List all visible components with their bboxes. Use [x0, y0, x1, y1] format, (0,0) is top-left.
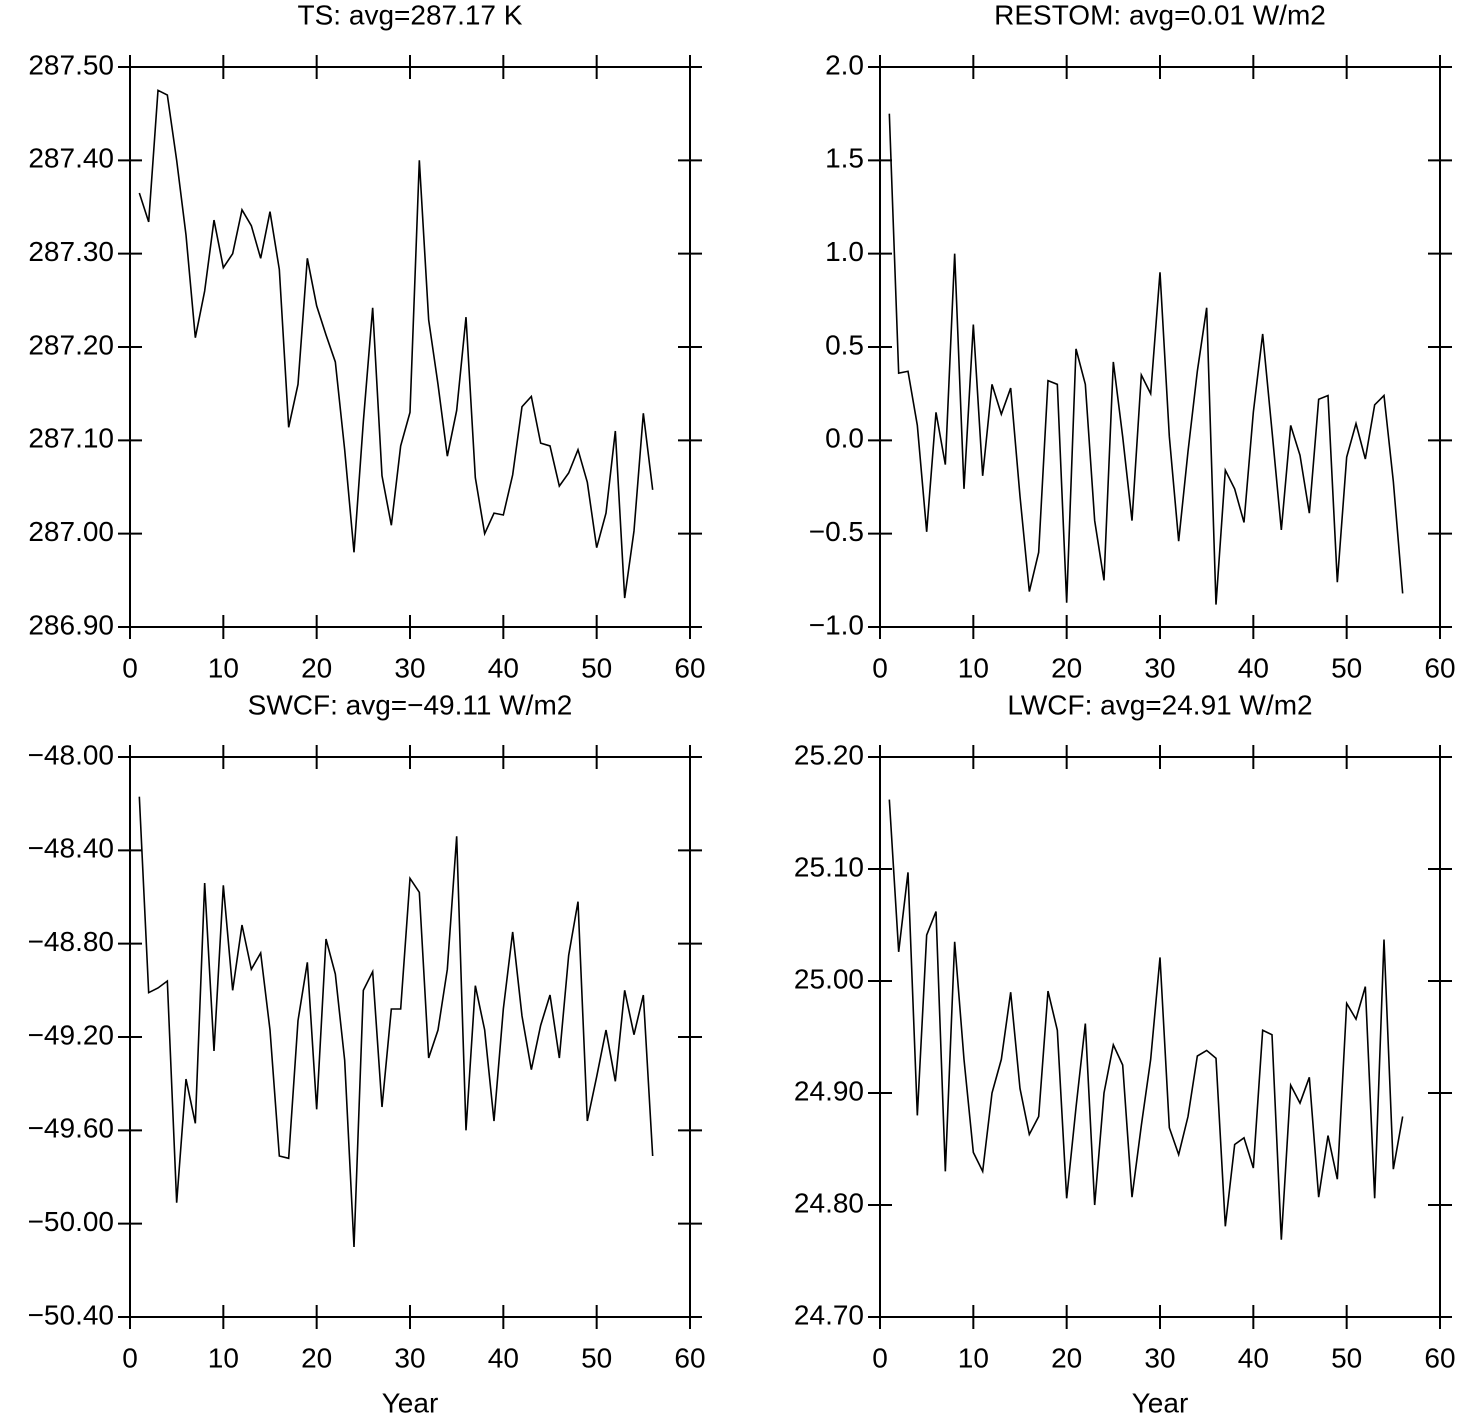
- y-tick-label: 287.20: [28, 329, 114, 360]
- panel-title: TS: avg=287.17 K: [298, 0, 523, 30]
- x-tick-label: 40: [1238, 652, 1269, 683]
- y-tick-label: 287.50: [28, 49, 114, 80]
- x-tick-label: 40: [488, 652, 519, 683]
- data-line: [888, 799, 1404, 1240]
- plot-frame: [879, 66, 1441, 628]
- y-tick-label: −49.20: [28, 1019, 114, 1050]
- x-tick-label: 10: [208, 652, 239, 683]
- y-tick-label: −0.5: [809, 516, 864, 547]
- y-tick-label: 0.5: [825, 329, 864, 360]
- x-tick-label: 10: [208, 1342, 239, 1373]
- panel-title: RESTOM: avg=0.01 W/m2: [994, 0, 1326, 30]
- x-tick-label: 40: [488, 1342, 519, 1373]
- x-tick-label: 0: [122, 1342, 138, 1373]
- y-tick-label: 1.0: [825, 236, 864, 267]
- y-tick-label: 25.10: [794, 851, 864, 882]
- panel-title: SWCF: avg=−49.11 W/m2: [248, 689, 573, 720]
- x-axis-label: Year: [1132, 1387, 1189, 1417]
- x-tick-label: 50: [1331, 652, 1362, 683]
- x-tick-label: 50: [1331, 1342, 1362, 1373]
- y-tick-label: 287.30: [28, 236, 114, 267]
- x-tick-label: 0: [872, 652, 888, 683]
- x-tick-label: 10: [958, 652, 989, 683]
- y-tick-label: −48.80: [28, 926, 114, 957]
- x-tick-label: 20: [301, 1342, 332, 1373]
- y-tick-label: −1.0: [809, 609, 864, 640]
- x-tick-label: 30: [1144, 1342, 1175, 1373]
- x-tick-label: 60: [674, 652, 705, 683]
- data-line: [138, 796, 654, 1248]
- y-tick-label: 287.10: [28, 423, 114, 454]
- x-tick-label: 60: [1424, 652, 1455, 683]
- y-tick-label: −48.40: [28, 833, 114, 864]
- x-tick-label: 0: [872, 1342, 888, 1373]
- x-tick-label: 20: [1051, 1342, 1082, 1373]
- x-tick-label: 60: [674, 1342, 705, 1373]
- y-tick-label: −50.40: [28, 1299, 114, 1330]
- x-tick-label: 50: [581, 1342, 612, 1373]
- plot-frame: [129, 756, 691, 1318]
- x-tick-label: 10: [958, 1342, 989, 1373]
- x-tick-label: 60: [1424, 1342, 1455, 1373]
- plot-frame: [879, 756, 1441, 1318]
- x-tick-label: 20: [301, 652, 332, 683]
- panel-title: LWCF: avg=24.91 W/m2: [1007, 689, 1312, 720]
- y-tick-label: 24.80: [794, 1187, 864, 1218]
- data-line: [888, 113, 1404, 605]
- y-tick-label: 287.40: [28, 143, 114, 174]
- y-tick-label: −49.60: [28, 1113, 114, 1144]
- x-tick-label: 0: [122, 652, 138, 683]
- x-tick-label: 30: [394, 652, 425, 683]
- x-tick-label: 20: [1051, 652, 1082, 683]
- y-tick-label: −50.00: [28, 1206, 114, 1237]
- y-tick-label: 0.0: [825, 423, 864, 454]
- y-tick-label: 287.00: [28, 516, 114, 547]
- x-tick-label: 30: [1144, 652, 1175, 683]
- x-axis-label: Year: [382, 1387, 439, 1417]
- x-tick-label: 50: [581, 652, 612, 683]
- x-tick-label: 40: [1238, 1342, 1269, 1373]
- y-tick-label: −48.00: [28, 739, 114, 770]
- y-tick-label: 24.70: [794, 1299, 864, 1330]
- plot-frame: [129, 66, 691, 628]
- y-tick-label: 2.0: [825, 49, 864, 80]
- x-tick-label: 30: [394, 1342, 425, 1373]
- y-tick-label: 25.00: [794, 963, 864, 994]
- y-tick-label: 24.90: [794, 1075, 864, 1106]
- data-line: [138, 89, 654, 599]
- y-tick-label: 25.20: [794, 739, 864, 770]
- y-tick-label: 286.90: [28, 609, 114, 640]
- y-tick-label: 1.5: [825, 143, 864, 174]
